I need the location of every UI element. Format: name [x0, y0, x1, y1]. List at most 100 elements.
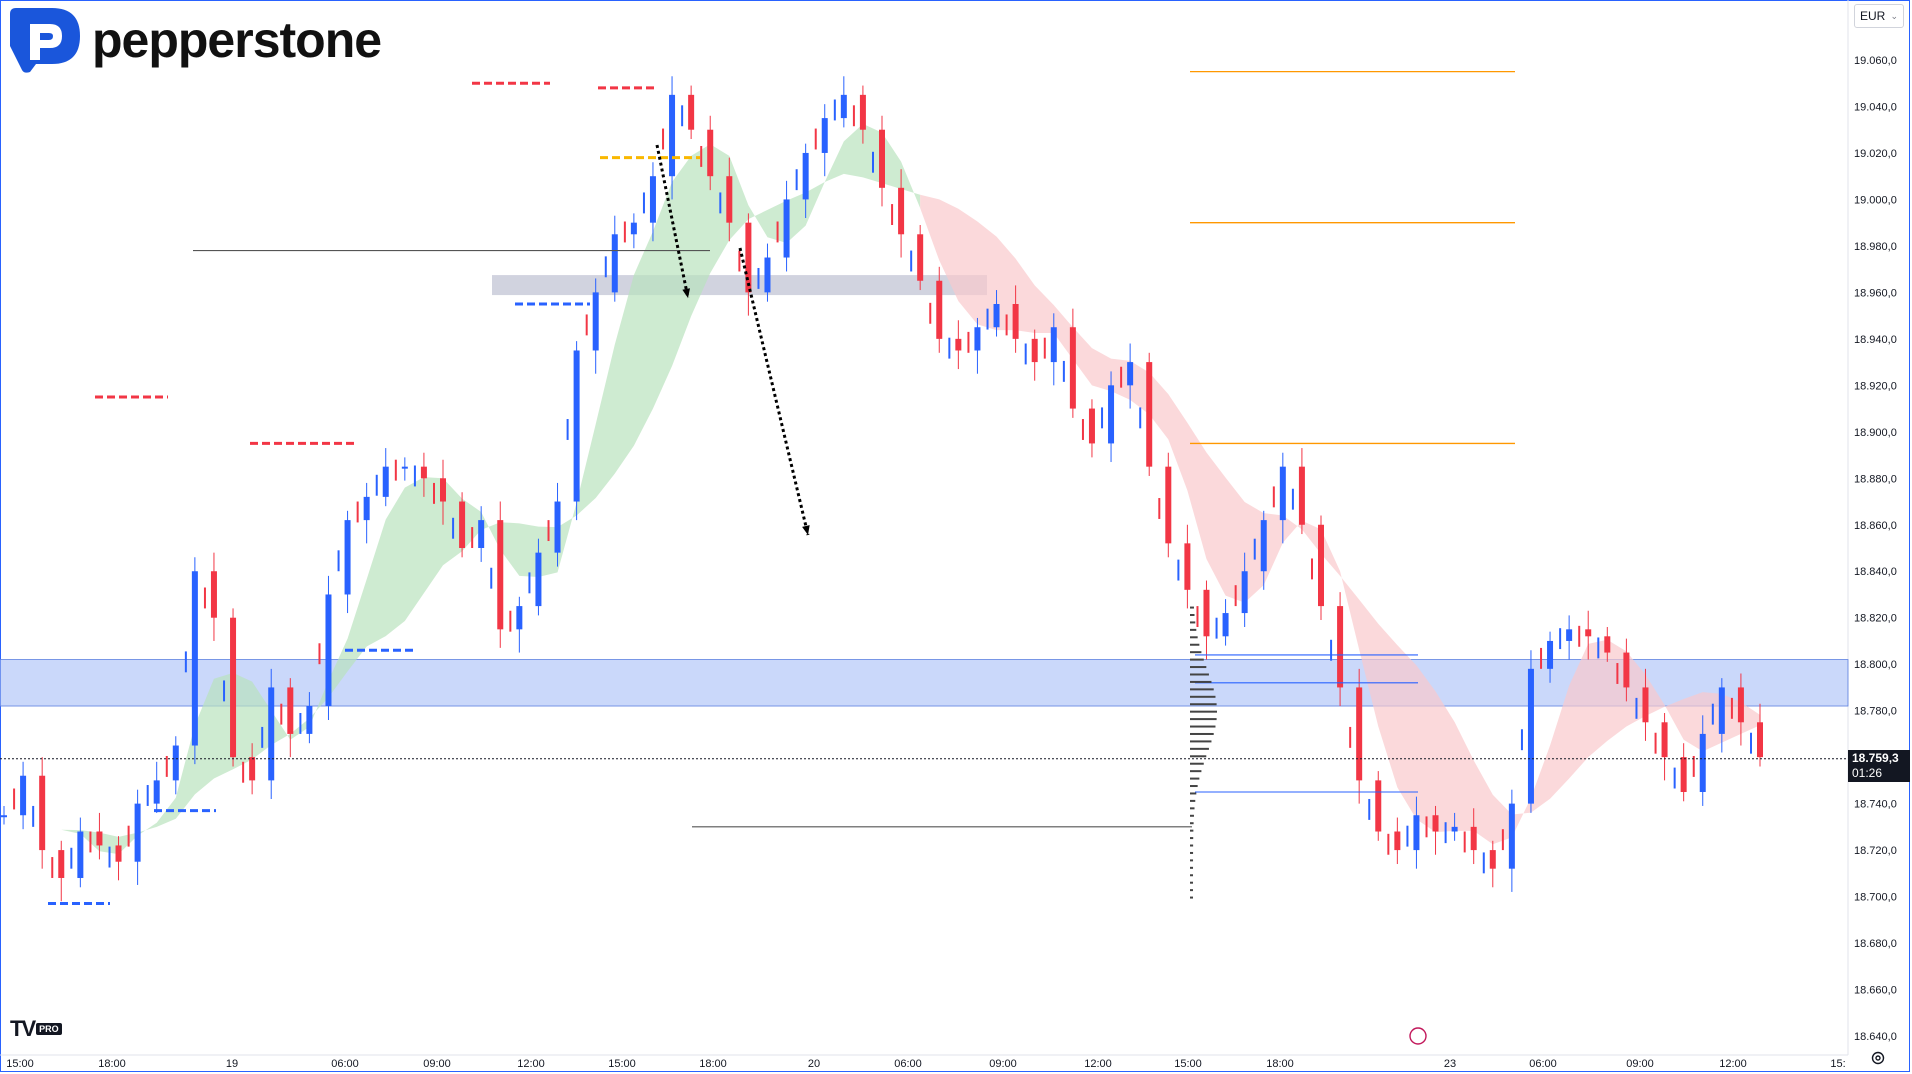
candle-body	[726, 176, 733, 223]
candle-body	[1031, 338, 1038, 363]
price-axis-label: 18.720,0	[1854, 845, 1897, 857]
time-axis-label: 18:00	[98, 1058, 126, 1070]
volume-profile-bar	[1190, 755, 1207, 758]
candle-body	[573, 350, 580, 502]
candle-body	[1069, 327, 1076, 409]
volume-profile-bar	[1190, 829, 1194, 832]
chevron-down-icon: ⌄	[1890, 10, 1898, 21]
candle-body	[1489, 850, 1496, 869]
price-axis-label: 18.800,0	[1854, 659, 1897, 671]
candle-body	[325, 594, 332, 707]
candle-body	[401, 466, 408, 469]
volume-profile-bar	[1190, 859, 1194, 862]
volume-profile-bar	[1190, 718, 1217, 721]
candle-body	[39, 775, 46, 851]
volume-profile-bar	[1190, 740, 1212, 743]
volume-profile-bar	[1190, 643, 1200, 646]
candle-body	[1642, 687, 1649, 723]
price-axis-label: 18.900,0	[1854, 427, 1897, 439]
volume-profile-bar	[1190, 621, 1196, 624]
projection-arrow[interactable]	[738, 247, 810, 536]
volume-profile-bar	[1190, 666, 1207, 669]
volume-profile-bar	[1190, 651, 1202, 654]
candle-body	[630, 222, 637, 235]
price-axis-label: 19.020,0	[1854, 148, 1897, 160]
candle-body	[974, 327, 981, 351]
time-axis-label: 06:00	[331, 1058, 359, 1070]
candle-body	[1547, 640, 1554, 669]
volume-profile-bar	[1190, 636, 1198, 639]
volume-profile-bar	[1190, 770, 1202, 773]
candle-body	[1108, 385, 1115, 444]
candle-body	[649, 176, 656, 223]
candle-body	[363, 496, 370, 521]
countdown-timer: 01:26	[1852, 766, 1883, 780]
volume-profile-bar	[1190, 889, 1194, 892]
volume-profile-bar	[1190, 881, 1194, 884]
time-axis-label: 15:00	[6, 1058, 34, 1070]
settings-gear-icon[interactable]	[1870, 1050, 1886, 1066]
volume-profile-bar	[1190, 688, 1214, 691]
candle-body	[1260, 520, 1267, 572]
candle-body	[1394, 831, 1401, 851]
price-axis-label: 18.640,0	[1854, 1031, 1897, 1043]
candle-body	[993, 304, 1000, 328]
candle-body	[440, 478, 446, 502]
candle-body	[1012, 304, 1019, 339]
candle-body	[134, 803, 141, 862]
time-axis-label: 06:00	[1529, 1058, 1557, 1070]
candle-body	[172, 745, 179, 781]
price-axis-label: 18.780,0	[1854, 706, 1897, 718]
candle-body	[268, 687, 275, 781]
volume-profile-bar	[1190, 695, 1216, 698]
currency-selector[interactable]: EUR ⌄	[1854, 4, 1904, 28]
candle-body	[1088, 408, 1095, 444]
price-axis-label: 18.740,0	[1854, 799, 1897, 811]
time-axis-label: 18:00	[699, 1058, 727, 1070]
time-axis-label: 12:00	[1084, 1058, 1112, 1070]
candle-body	[191, 571, 198, 746]
candle-body	[1508, 803, 1515, 869]
projection-arrow[interactable]	[655, 144, 690, 299]
candle-body	[955, 338, 962, 351]
volume-profile-bar	[1190, 680, 1212, 683]
volume-profile-bar	[1190, 785, 1198, 788]
price-axis-label: 19.040,0	[1854, 101, 1897, 113]
candle-body	[1680, 757, 1687, 792]
candle-body	[1451, 826, 1458, 832]
price-axis-label: 19.000,0	[1854, 194, 1897, 206]
price-axis-label: 18.940,0	[1854, 334, 1897, 346]
candle-body	[77, 831, 84, 878]
tradingview-watermark: TV PRO	[10, 1016, 62, 1042]
price-axis-label: 19.060,0	[1854, 55, 1897, 67]
volume-profile-bar	[1190, 792, 1197, 795]
volume-profile-bar	[1190, 747, 1209, 750]
arrow-head	[802, 525, 810, 535]
volume-profile-bar	[1190, 866, 1194, 869]
candle-body	[1146, 362, 1153, 467]
last-price-tag: 18.759,3 01:26	[1848, 750, 1910, 782]
candle-body	[1585, 629, 1592, 637]
candle-body	[1470, 826, 1477, 851]
volume-profile-bar	[1190, 799, 1196, 802]
supply-zone[interactable]	[492, 275, 987, 296]
candle-body	[1527, 668, 1534, 804]
candle-body	[1432, 815, 1439, 832]
demand-zone[interactable]	[0, 659, 1849, 707]
currency-label: EUR	[1860, 9, 1886, 23]
time-axis-label: 12:00	[1719, 1058, 1747, 1070]
brand-name: pepperstone	[92, 12, 382, 68]
volume-profile-bar	[1190, 822, 1194, 825]
candle-body	[420, 466, 427, 479]
candle-body	[1337, 606, 1344, 688]
candle-body	[592, 292, 599, 351]
pro-badge: PRO	[36, 1023, 62, 1035]
volume-profile-bar	[1190, 658, 1204, 661]
candle-body	[669, 94, 676, 177]
candle-body	[249, 757, 256, 781]
time-axis-label: 19	[226, 1058, 238, 1070]
candle-body	[1699, 733, 1706, 792]
alert-icon[interactable]	[1409, 1027, 1427, 1045]
